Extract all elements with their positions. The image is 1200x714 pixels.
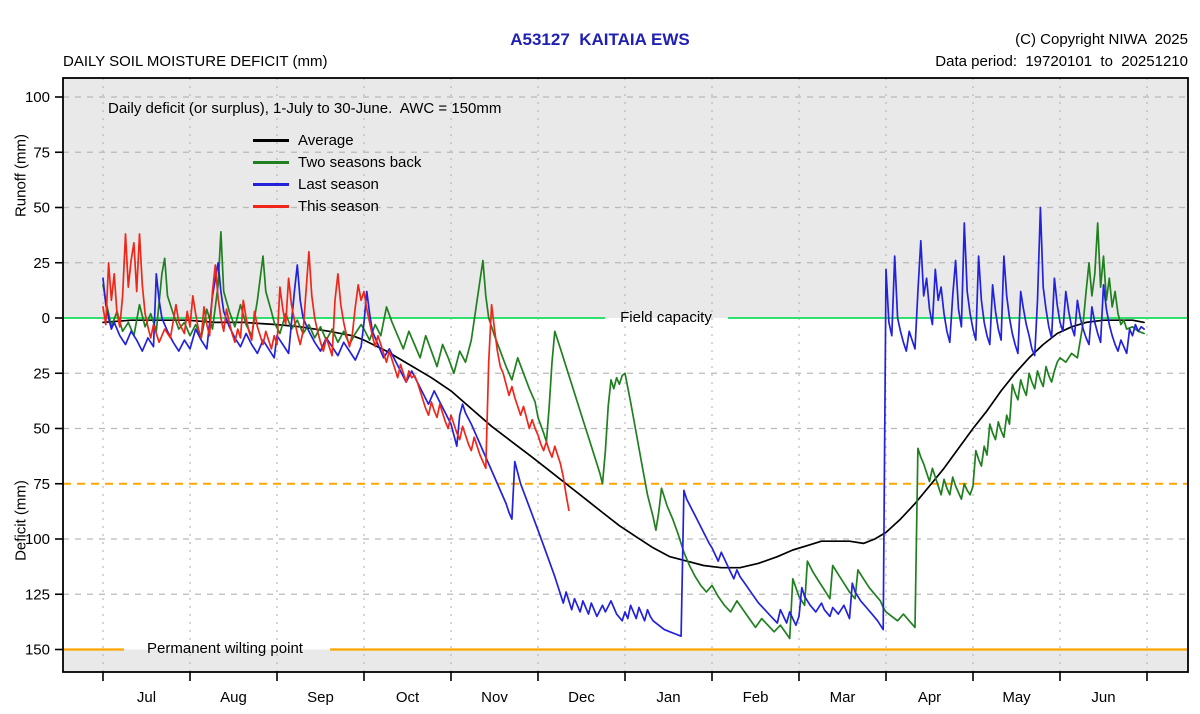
beyond-wilting-band [63, 649, 1188, 672]
legend-line-average-icon [253, 138, 289, 142]
legend-label-last-season: Last season [298, 175, 379, 193]
copyright-text: (C) Copyright NIWA 2025 [1015, 31, 1188, 48]
series-last-season [102, 206, 1145, 638]
y-tick-label: 75 [33, 476, 50, 493]
y-axis-title-runoff: Runoff (mm) [12, 133, 30, 218]
x-tick-label: Dec [568, 689, 595, 706]
legend-line-two-seasons-back-icon [253, 160, 289, 164]
legend-label-this-season: This season [298, 197, 379, 215]
chart-subtitle: Daily deficit (or surplus), 1-July to 30… [108, 100, 502, 117]
permanent-wilting-point-label: Permanent wilting point [147, 640, 303, 657]
x-tick-label: Feb [743, 689, 769, 706]
legend-line-this-season-icon [253, 204, 289, 208]
y-tick-label: 75 [33, 144, 50, 161]
legend-label-average: Average [298, 131, 354, 149]
legend-label-two-seasons-back: Two seasons back [298, 153, 422, 171]
x-tick-label: Jun [1091, 689, 1115, 706]
x-tick-label: Sep [307, 689, 334, 706]
series-two-seasons-back [102, 222, 1145, 640]
y-tick-label: 25 [33, 255, 50, 272]
legend-item-last-season: Last season [253, 173, 421, 195]
y-tick-label: 0 [42, 310, 50, 327]
x-tick-label: Apr [918, 689, 941, 706]
y-tick-label: 50 [33, 200, 50, 217]
x-tick-label: Jan [656, 689, 680, 706]
y-tick-label: 150 [25, 642, 50, 659]
x-tick-label: Oct [396, 689, 420, 706]
x-tick-label: Aug [220, 689, 247, 706]
series-this-season [102, 233, 570, 512]
field-capacity-label: Field capacity [620, 309, 712, 326]
x-tick-label: Nov [481, 689, 508, 706]
y-tick-label: 125 [25, 586, 50, 603]
x-tick-label: Mar [830, 689, 856, 706]
legend-item-this-season: This season [253, 195, 421, 217]
y-tick-label: 100 [25, 89, 50, 106]
x-tick-label: May [1002, 689, 1031, 706]
x-tick-label: Jul [137, 689, 156, 706]
series-average [102, 319, 1145, 569]
page-title: A53127 KAITAIA EWS [510, 30, 690, 49]
legend-item-average: Average [253, 129, 421, 151]
data-period-text: Data period: 19720101 to 20251210 [935, 53, 1188, 70]
legend-item-two-seasons-back: Two seasons back [253, 151, 421, 173]
y-tick-label: 100 [25, 531, 50, 548]
y-axis-title-deficit: Deficit (mm) [12, 480, 30, 561]
y-tick-label: 50 [33, 421, 50, 438]
chart-legend: Average Two seasons back Last season Thi… [253, 129, 421, 217]
legend-line-last-season-icon [253, 182, 289, 186]
y-tick-label: 25 [33, 365, 50, 382]
chart-axis-heading: DAILY SOIL MOISTURE DEFICIT (mm) [63, 53, 328, 70]
